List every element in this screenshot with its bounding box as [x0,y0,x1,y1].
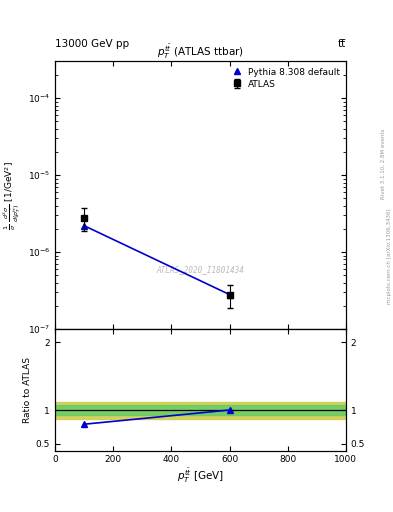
Pythia 8.308 default [82,223,86,229]
Bar [55,406,346,415]
Text: tt̅: tt̅ [338,38,346,49]
X-axis label: $p^{\bar{tt}}_{T}$ [GeV]: $p^{\bar{tt}}_{T}$ [GeV] [177,467,224,485]
Text: mcplots.cern.ch [arXiv:1306.3436]: mcplots.cern.ch [arXiv:1306.3436] [387,208,391,304]
Text: Rivet 3.1.10, 2.8M events: Rivet 3.1.10, 2.8M events [381,129,386,199]
Line: Pythia 8.308 default: Pythia 8.308 default [81,223,232,297]
Title: $p_T^{t\bar{t}}$ (ATLAS ttbar): $p_T^{t\bar{t}}$ (ATLAS ttbar) [157,43,244,61]
Text: 13000 GeV pp: 13000 GeV pp [55,38,129,49]
Text: ATLAS_2020_I1801434: ATLAS_2020_I1801434 [156,266,244,274]
Y-axis label: $\frac{1}{\sigma}\ \frac{d^2\sigma}{d(p^{t\bar{t}}_{T})}\ [1/\mathrm{GeV}^2]$: $\frac{1}{\sigma}\ \frac{d^2\sigma}{d(p^… [2,161,24,230]
Legend: Pythia 8.308 default, ATLAS: Pythia 8.308 default, ATLAS [229,66,342,91]
Y-axis label: Ratio to ATLAS: Ratio to ATLAS [23,357,31,423]
Pythia 8.308 default [227,291,232,297]
Bar [55,402,346,419]
